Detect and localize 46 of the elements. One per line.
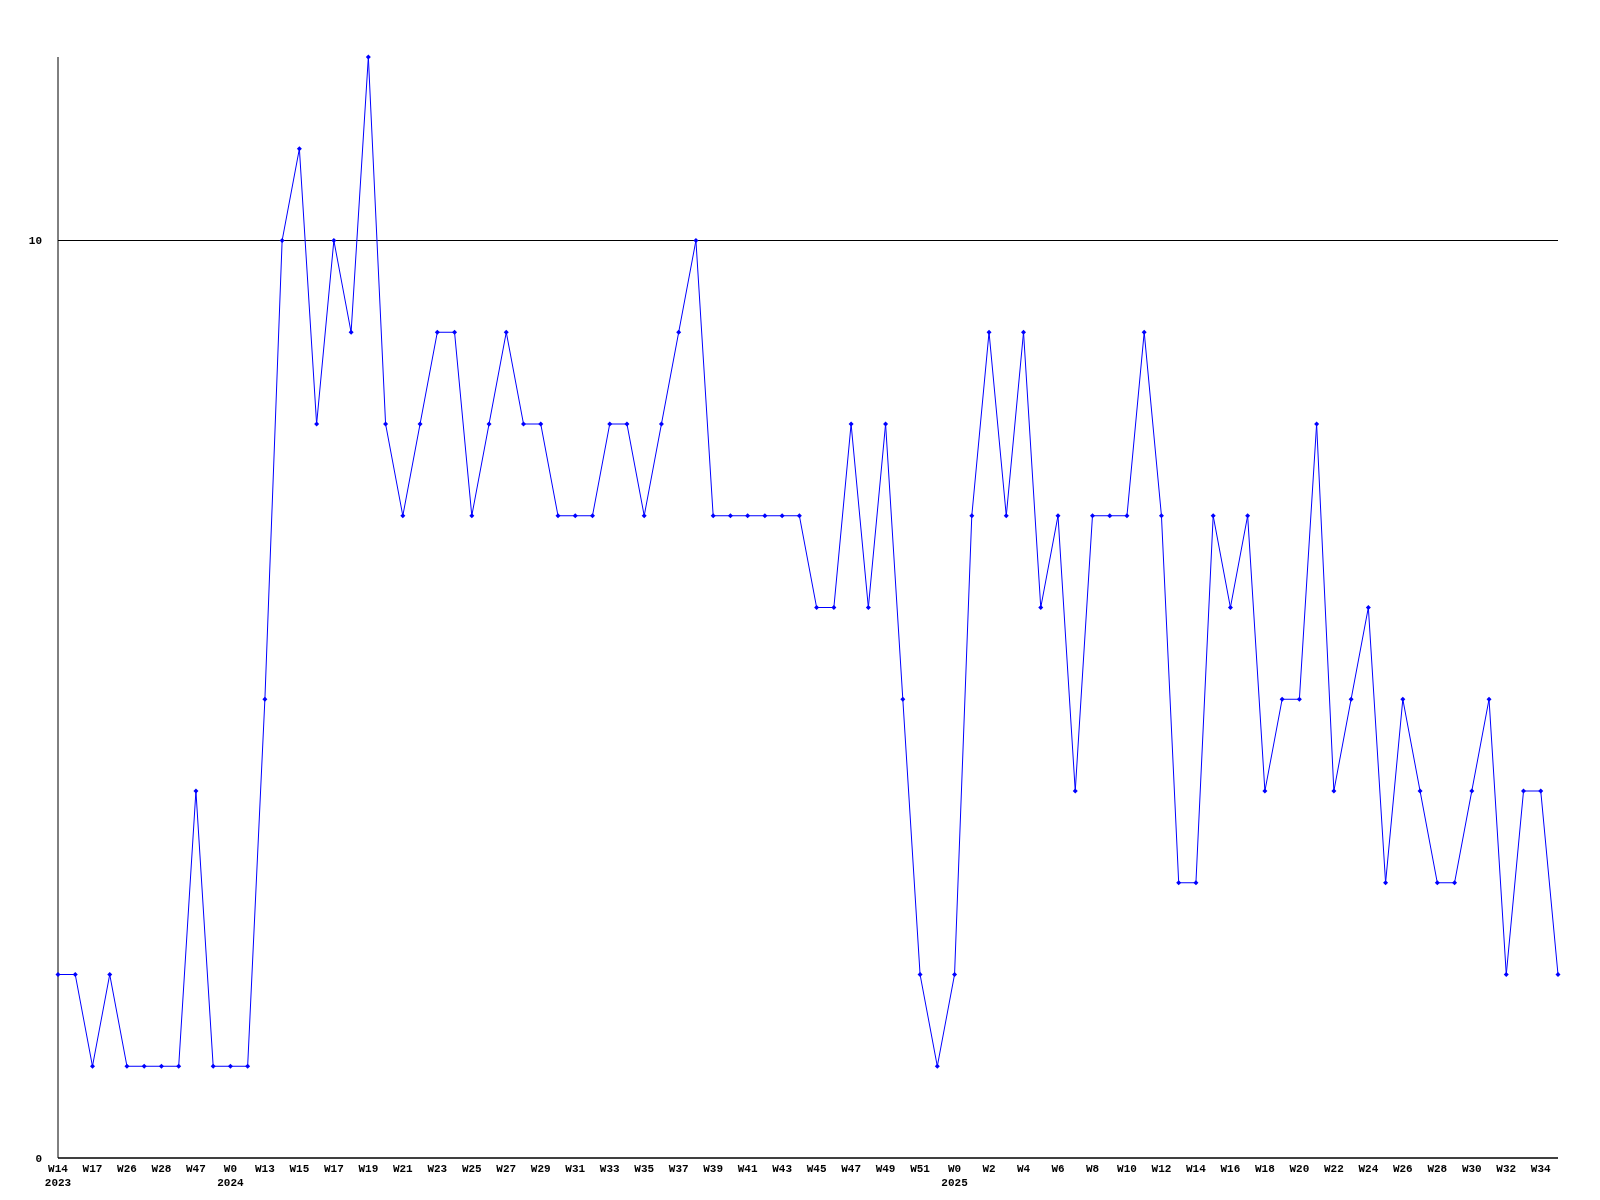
- x-tick-label: W0 2024: [217, 1163, 245, 1189]
- x-tick-label: W14 2023: [44, 1163, 72, 1189]
- x-tick-label: W30: [1461, 1163, 1482, 1175]
- x-tick-label: W16: [1220, 1163, 1241, 1175]
- x-tick-label: W8: [1085, 1163, 1100, 1175]
- x-tick-label: W19: [358, 1163, 379, 1175]
- x-tick-label: W23: [427, 1163, 448, 1175]
- x-tick-label: W25: [461, 1163, 483, 1175]
- x-tick-label: W35: [634, 1163, 655, 1175]
- x-tick-label: W22: [1323, 1163, 1344, 1175]
- x-tick-label: W14: [1186, 1163, 1207, 1175]
- y-tick-label: 0: [35, 1152, 42, 1165]
- x-tick-label: W17: [323, 1163, 344, 1175]
- x-tick-label: W47: [186, 1163, 206, 1175]
- x-tick-label: W45: [806, 1163, 827, 1175]
- x-tick-label: W39: [703, 1163, 724, 1175]
- x-tick-label: W41: [737, 1163, 758, 1175]
- x-tick-label: W27: [496, 1163, 517, 1175]
- x-tick-label: W24: [1358, 1163, 1379, 1175]
- x-tick-label: W0 2025: [941, 1163, 969, 1189]
- x-tick-label: W28: [151, 1163, 172, 1175]
- x-tick-label: W51: [910, 1163, 931, 1175]
- x-tick-label: W37: [668, 1163, 689, 1175]
- x-tick-label: W47: [841, 1163, 862, 1175]
- x-tick-label: W15: [289, 1163, 310, 1175]
- x-tick-label: W10: [1117, 1163, 1137, 1175]
- x-tick-label: W28: [1427, 1163, 1448, 1175]
- x-tick-label: W6: [1051, 1163, 1065, 1175]
- x-tick-label: W18: [1254, 1163, 1276, 1175]
- x-tick-label: W26: [117, 1163, 137, 1175]
- x-tick-label: W49: [875, 1163, 896, 1175]
- x-tick-label: W20: [1289, 1163, 1310, 1175]
- x-tick-label: W31: [565, 1163, 586, 1175]
- x-tick-label: W12: [1151, 1163, 1172, 1175]
- x-tick-label: W2: [982, 1163, 996, 1175]
- x-tick-label: W43: [772, 1163, 793, 1175]
- x-tick-label: W13: [254, 1163, 276, 1175]
- x-tick-label: W21: [392, 1163, 414, 1175]
- x-tick-label: W32: [1496, 1163, 1517, 1175]
- x-tick-label: W29: [530, 1163, 551, 1175]
- x-tick-label: W34: [1530, 1163, 1552, 1175]
- x-tick-label: W33: [599, 1163, 621, 1175]
- x-tick-label: W26: [1392, 1163, 1413, 1175]
- x-tick-label: W17: [82, 1163, 103, 1175]
- y-tick-label: 10: [28, 235, 42, 248]
- x-tick-label: W4: [1016, 1163, 1031, 1175]
